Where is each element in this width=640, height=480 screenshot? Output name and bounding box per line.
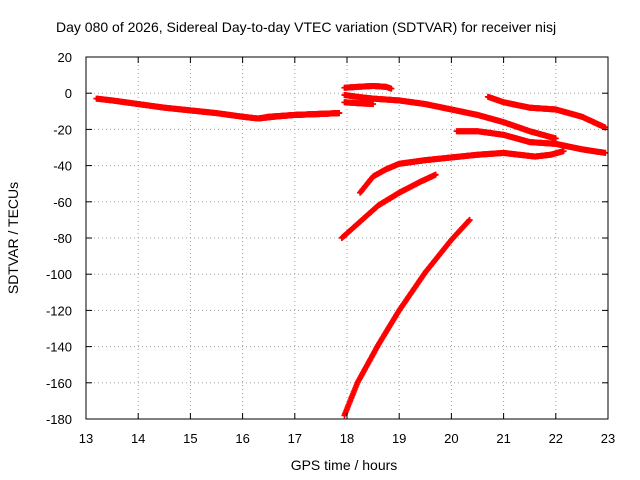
data-point xyxy=(552,135,559,142)
data-point xyxy=(560,148,567,155)
series-6 xyxy=(484,93,609,131)
y-tick-label: 20 xyxy=(58,50,72,65)
y-tick-label: 0 xyxy=(65,86,72,101)
series-5 xyxy=(341,92,559,142)
y-tick-label: -100 xyxy=(46,267,72,282)
x-tick-label: 20 xyxy=(444,431,458,446)
data-point xyxy=(370,101,377,108)
series-1 xyxy=(93,95,343,122)
y-axis-title: SDTVAR / TECUs xyxy=(5,182,21,294)
y-tick-label: -160 xyxy=(46,376,72,391)
y-tick-label: -180 xyxy=(46,412,72,427)
y-tick-label: -20 xyxy=(53,122,72,137)
y-tick-label: -60 xyxy=(53,195,72,210)
x-tick-label: 16 xyxy=(235,431,249,446)
x-tick-label: 23 xyxy=(601,431,615,446)
x-tick-label: 18 xyxy=(340,431,354,446)
x-tick-label: 19 xyxy=(392,431,406,446)
data-point xyxy=(388,85,395,92)
series-4 xyxy=(341,99,377,108)
x-tick-labels: 13 14 15 16 17 18 19 20 21 22 23 xyxy=(79,431,615,446)
x-tick-label: 13 xyxy=(79,431,93,446)
series-3 xyxy=(341,83,395,92)
grid xyxy=(86,57,608,419)
y-tick-label: -40 xyxy=(53,159,72,174)
x-tick-label: 21 xyxy=(496,431,510,446)
series-2 xyxy=(255,110,343,122)
data-point xyxy=(602,149,609,156)
y-tick-label: -140 xyxy=(46,340,72,355)
x-tick-label: 22 xyxy=(549,431,563,446)
x-tick-label: 14 xyxy=(131,431,145,446)
x-tick-label: 15 xyxy=(183,431,197,446)
series-7 xyxy=(453,128,609,156)
chart-title: Day 080 of 2026, Sidereal Day-to-day VTE… xyxy=(56,19,556,35)
x-axis-title: GPS time / hours xyxy=(291,457,398,473)
x-tick-label: 17 xyxy=(288,431,302,446)
data-point xyxy=(432,171,439,178)
axis-ticks xyxy=(85,56,609,420)
y-tick-label: -120 xyxy=(46,303,72,318)
series-8 xyxy=(357,148,567,196)
data-point xyxy=(466,216,473,223)
y-tick-labels: 20 0 -20 -40 -60 -80 -100 -120 -140 -160 -180 xyxy=(46,50,72,427)
series-9 xyxy=(338,171,439,241)
data-point xyxy=(336,110,343,117)
data-points xyxy=(93,83,609,419)
series-10 xyxy=(341,216,473,419)
y-tick-label: -80 xyxy=(53,231,72,246)
